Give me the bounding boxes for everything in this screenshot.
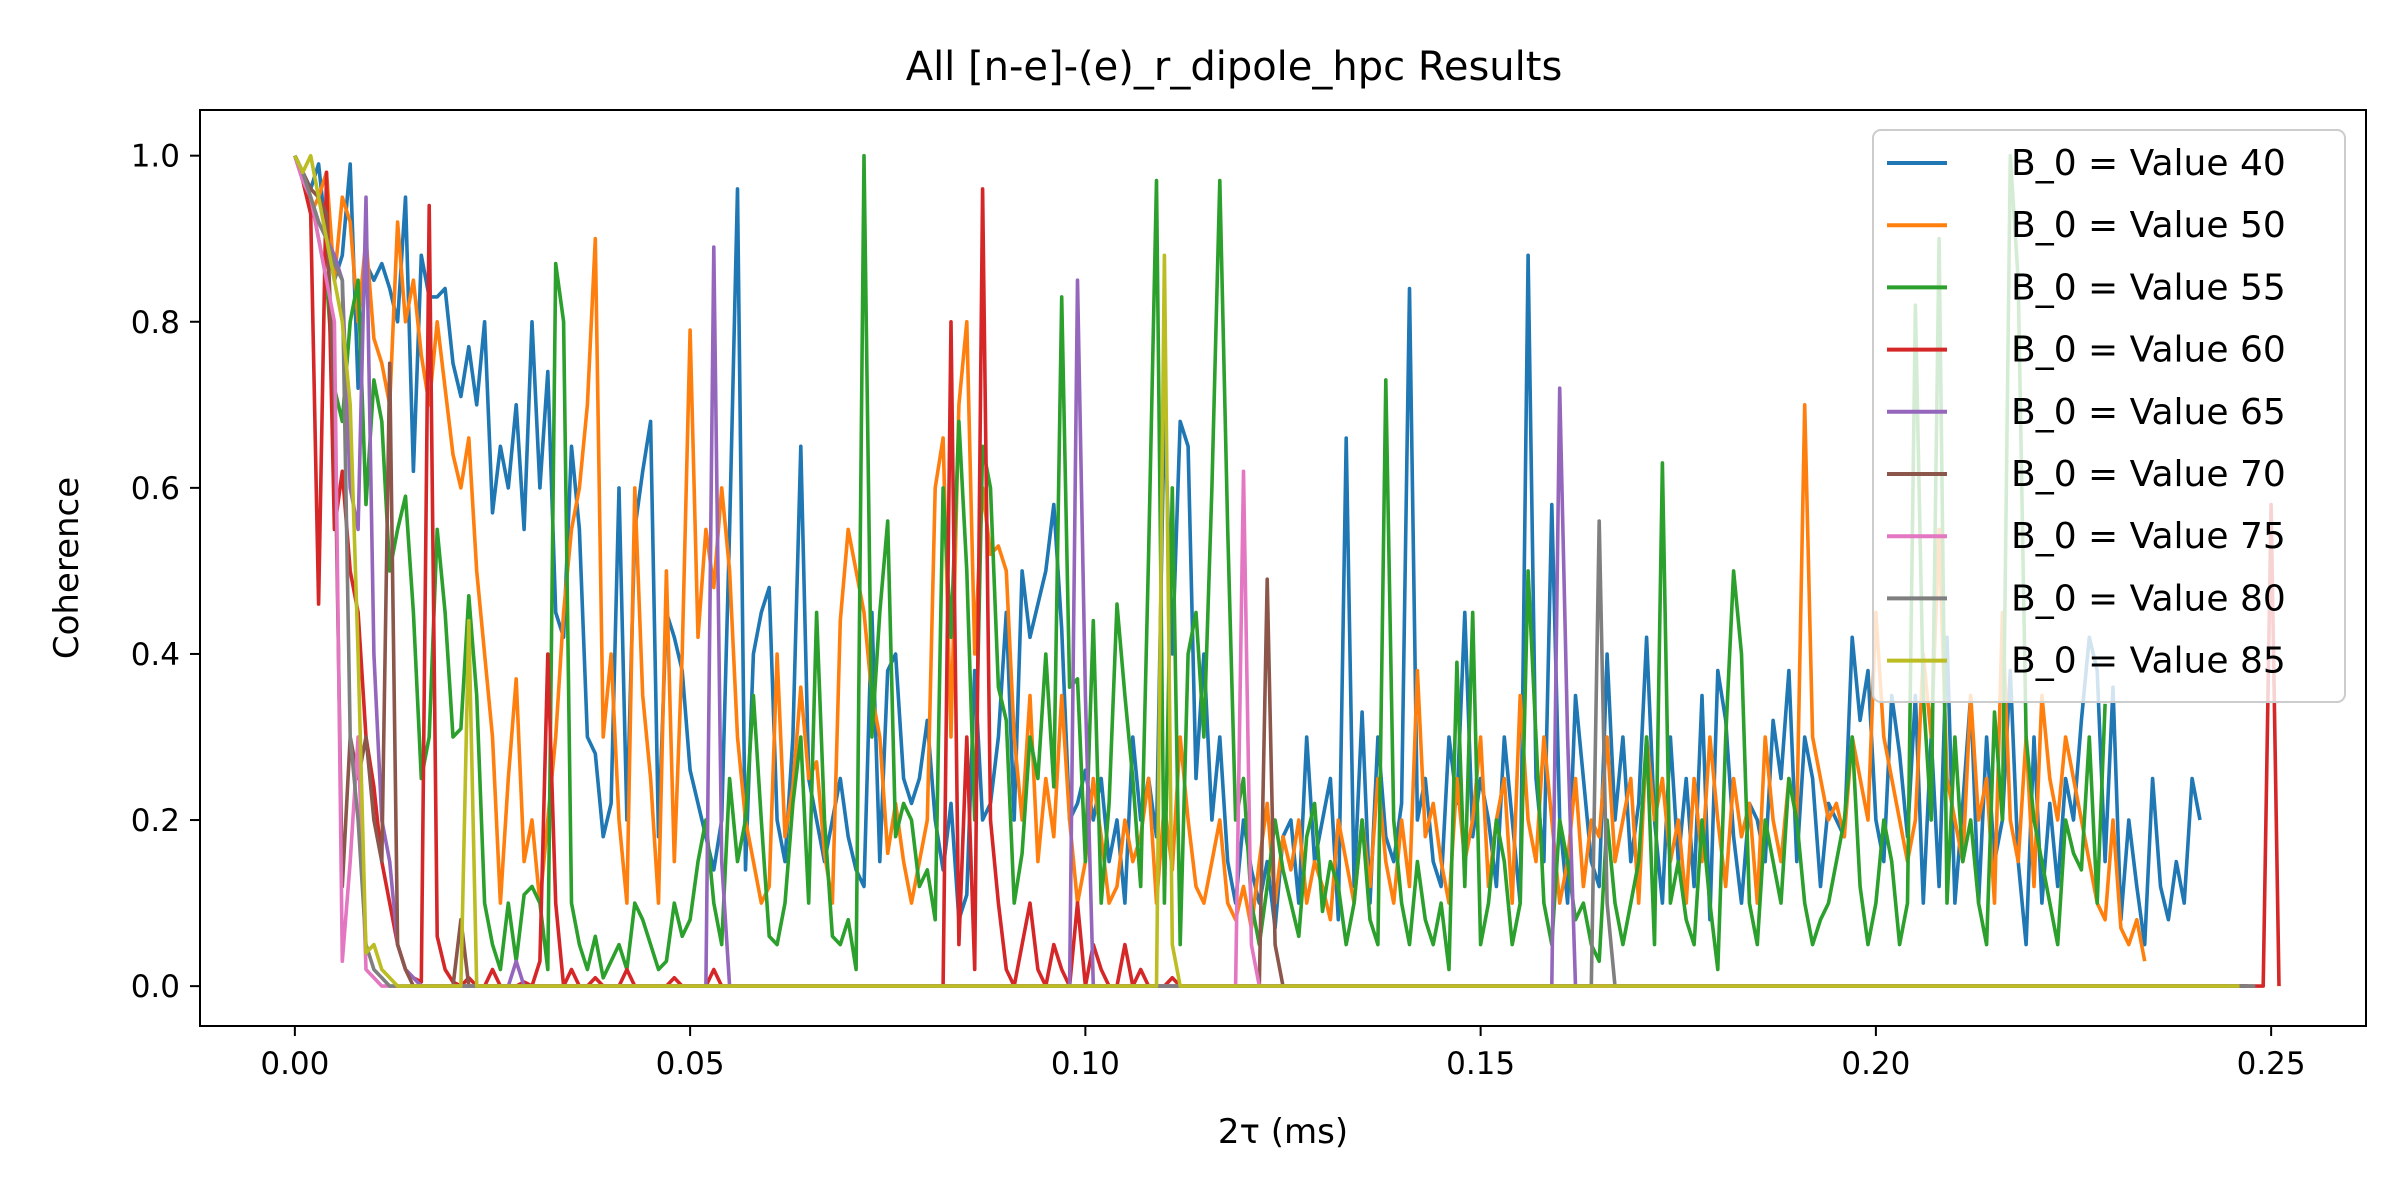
legend-label: B_0 = Value 85 <box>2011 641 2286 682</box>
y-tick-label: 0.4 <box>131 637 180 673</box>
legend-label: B_0 = Value 60 <box>2011 330 2286 371</box>
x-tick-label: 0.10 <box>1051 1046 1120 1082</box>
x-tick-label: 0.15 <box>1446 1046 1515 1082</box>
y-axis-label: Coherence <box>47 477 87 659</box>
x-axis-label: 2τ (ms) <box>1218 1112 1348 1152</box>
legend-label: B_0 = Value 40 <box>2011 143 2286 184</box>
legend-label: B_0 = Value 50 <box>2011 205 2286 246</box>
legend-label: B_0 = Value 65 <box>2011 392 2286 433</box>
x-tick-label: 0.20 <box>1841 1046 1910 1082</box>
x-axis: 0.00 0.05 0.10 0.15 0.20 0.25 <box>260 1026 2306 1082</box>
legend-label: B_0 = Value 55 <box>2011 267 2286 308</box>
x-tick-label: 0.05 <box>656 1046 725 1082</box>
series-line-9 <box>293 153 2240 988</box>
y-tick-label: 1.0 <box>131 139 180 175</box>
y-axis: 0.0 0.2 0.4 0.6 0.8 1.0 <box>131 139 200 1005</box>
y-tick-label: 0.6 <box>131 471 180 507</box>
x-tick-label: 0.25 <box>2237 1046 2306 1082</box>
legend-label: B_0 = Value 75 <box>2011 516 2286 557</box>
plot-area <box>293 153 2281 988</box>
y-tick-label: 0.2 <box>131 803 180 839</box>
chart-title: All [n-e]-(e)_r_dipole_hpc Results <box>906 44 1563 90</box>
axes-frame <box>199 109 2367 1027</box>
series-line-2 <box>293 155 2147 962</box>
x-tick-label: 0.00 <box>260 1046 329 1082</box>
legend-box <box>1872 129 2346 703</box>
legend-label: B_0 = Value 80 <box>2011 578 2286 619</box>
legend: B_0 = Value 40 B_0 = Value 50 B_0 = Value … <box>1872 129 2346 703</box>
series-line-3 <box>293 153 2107 980</box>
y-tick-label: 0.8 <box>131 305 180 341</box>
y-tick-label: 0.0 <box>131 969 180 1005</box>
legend-label: B_0 = Value 70 <box>2011 454 2286 495</box>
